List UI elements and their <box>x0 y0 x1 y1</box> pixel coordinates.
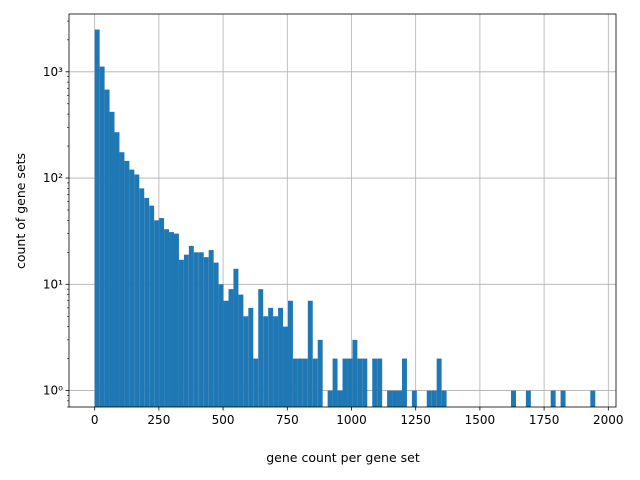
histogram-bar <box>114 132 120 407</box>
histogram-bar <box>268 307 274 407</box>
histogram-bar <box>154 220 160 407</box>
histogram-bars <box>94 29 596 408</box>
x-tick-label: 750 <box>276 413 299 427</box>
histogram-bar <box>178 259 184 407</box>
histogram-bar <box>312 358 318 407</box>
histogram-bar <box>292 358 298 407</box>
histogram-bar <box>436 358 442 407</box>
histogram-bar <box>307 300 313 407</box>
histogram-bar <box>332 358 338 407</box>
histogram-bar <box>223 300 229 407</box>
histogram-bar <box>387 390 393 407</box>
histogram-bar <box>342 358 348 407</box>
histogram-bar <box>426 390 432 407</box>
x-tick-label: 1000 <box>336 413 367 427</box>
histogram-bar <box>218 284 224 407</box>
x-tick-label: 1750 <box>529 413 560 427</box>
histogram-bar <box>441 390 447 407</box>
histogram-bar <box>243 316 249 407</box>
histogram-bar <box>208 250 214 407</box>
histogram-bar <box>193 252 199 407</box>
histogram-bar <box>431 390 437 407</box>
histogram-bar <box>258 289 264 407</box>
histogram-bar <box>173 233 179 407</box>
histogram-bar <box>124 160 130 407</box>
histogram-bar <box>297 358 303 407</box>
histogram-bar <box>109 111 115 407</box>
histogram-bar <box>550 390 556 407</box>
histogram-bar <box>560 390 566 407</box>
histogram-bar <box>139 188 145 407</box>
histogram-bar <box>302 358 308 407</box>
histogram-bar <box>397 390 402 407</box>
y-tick-label: 10² <box>43 171 63 185</box>
histogram-bar <box>183 254 189 407</box>
histogram-bar <box>198 252 204 407</box>
x-tick-label: 1250 <box>400 413 431 427</box>
histogram-bar <box>263 316 269 407</box>
histogram-bar <box>144 197 150 407</box>
plot-frame <box>68 13 617 408</box>
histogram-bar <box>134 174 140 407</box>
histogram-bar <box>337 390 343 407</box>
y-tick-label: 10¹ <box>43 277 63 291</box>
histogram-bar <box>188 245 194 407</box>
histogram-bar <box>590 390 596 407</box>
histogram-bar <box>238 294 244 407</box>
histogram-bar <box>283 326 288 407</box>
histogram-bar <box>228 289 234 407</box>
y-tick-label: 10⁰ <box>43 384 63 398</box>
histogram-bar <box>401 358 407 407</box>
histogram-bar <box>169 232 174 407</box>
histogram-bar <box>273 316 279 407</box>
axes: 0 250 500 750 1000 1250 1500 1750 2000 10⁰ 10¹ 10² 1… <box>43 13 624 427</box>
histogram-bar <box>94 29 100 408</box>
histogram-bar <box>377 358 383 407</box>
histogram-bar <box>99 66 105 407</box>
histogram-bar <box>253 358 259 407</box>
histogram-bar <box>149 205 155 407</box>
y-axis-title: count of gene sets <box>13 153 28 269</box>
histogram-bar <box>233 268 239 407</box>
x-axis-title: gene count per gene set <box>266 450 420 465</box>
y-tick-label: 10³ <box>43 65 63 79</box>
x-tick-label: 0 <box>91 413 99 427</box>
histogram-bar <box>392 390 398 407</box>
histogram-bar <box>525 390 531 407</box>
histogram-bar <box>362 358 368 407</box>
x-tick-label: 500 <box>212 413 235 427</box>
histogram-bar <box>159 218 165 407</box>
histogram-bar <box>287 300 293 407</box>
x-tick-label: 250 <box>147 413 170 427</box>
histogram-bar <box>511 390 516 407</box>
histogram-bar <box>327 390 333 407</box>
histogram-bar <box>347 358 353 407</box>
histogram-bar <box>411 390 417 407</box>
histogram-bar <box>372 358 378 407</box>
histogram-bar <box>278 307 284 407</box>
x-tick-label: 1500 <box>465 413 496 427</box>
histogram-bar <box>352 339 358 407</box>
histogram-bar <box>129 169 135 407</box>
histogram-bar <box>357 358 363 407</box>
histogram-bar <box>248 307 254 407</box>
x-tick-label: 2000 <box>593 413 624 427</box>
histogram-bar <box>213 262 219 407</box>
histogram-bar <box>317 339 323 407</box>
histogram-bar <box>164 229 170 407</box>
histogram-bar <box>119 152 125 407</box>
histogram-bar <box>203 257 209 407</box>
histogram-bar <box>104 89 110 408</box>
